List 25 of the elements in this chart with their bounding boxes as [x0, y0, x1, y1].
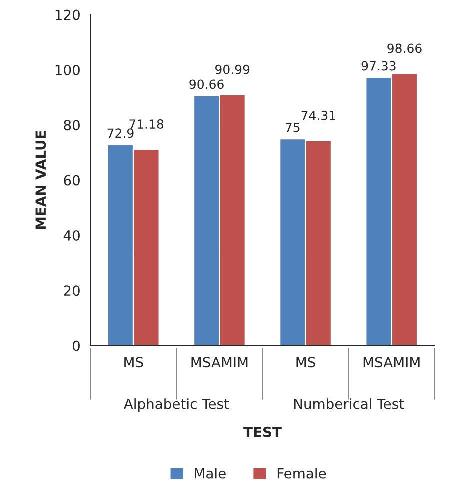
- legend-label: Female: [278, 468, 326, 479]
- x-tick-label: MS: [124, 357, 144, 368]
- legend-label: Male: [195, 468, 226, 479]
- y-tick-label: 0: [72, 340, 80, 352]
- y-axis-title: MEAN VALUE: [36, 131, 46, 230]
- y-tick-label: 60: [64, 175, 80, 186]
- data-label: 71.18: [130, 120, 164, 129]
- x-tick-label: MS: [296, 357, 316, 368]
- x-tick-label: MSAMIM: [192, 357, 248, 368]
- data-label: 97.33: [362, 61, 396, 71]
- y-tick-label: 100: [56, 64, 80, 76]
- x-tick-label: MSAMIM: [364, 357, 420, 368]
- y-tick-label: 20: [64, 286, 80, 296]
- data-label: 90.66: [190, 80, 224, 90]
- x-axis-title: TEST: [244, 426, 282, 438]
- data-label: 75: [286, 123, 300, 132]
- data-label: 74.31: [302, 110, 336, 120]
- data-label: 98.66: [388, 44, 422, 54]
- text: Numberical Test: [294, 398, 404, 410]
- y-tick-label: 40: [64, 230, 80, 241]
- data-label: 72.9: [108, 128, 134, 138]
- y-tick-label: 80: [64, 120, 80, 131]
- text: Alphabetic Test: [124, 398, 230, 412]
- y-tick-label: 120: [56, 10, 80, 20]
- data-label: 90.99: [216, 64, 250, 74]
